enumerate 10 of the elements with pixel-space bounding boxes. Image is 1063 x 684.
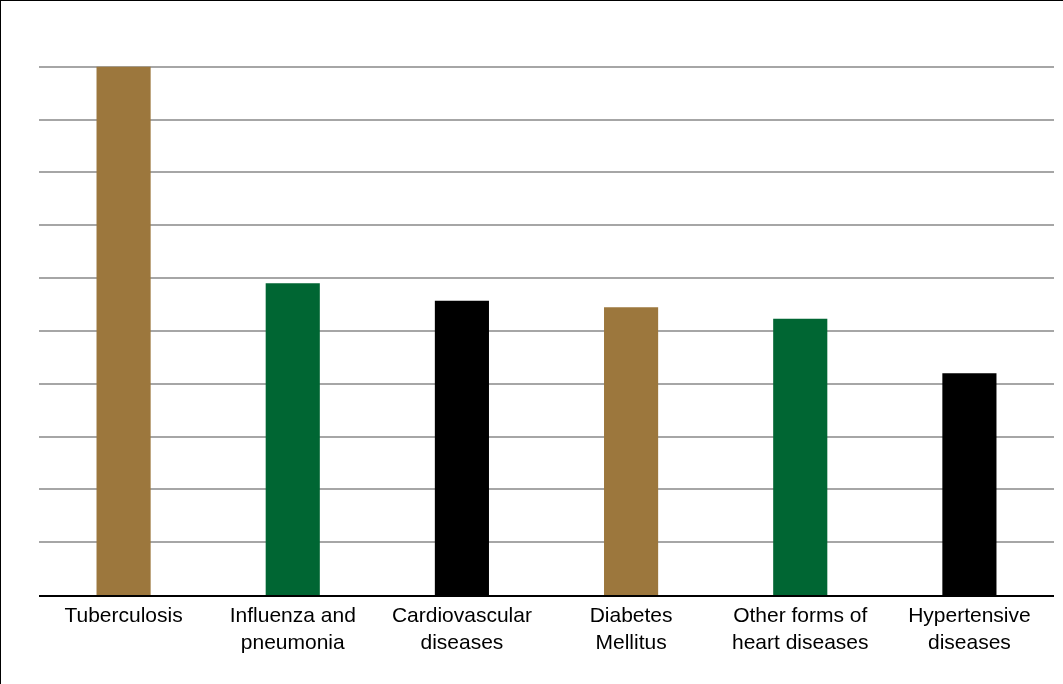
bar (265, 283, 320, 595)
x-tick-label: Hypertensive diseases (908, 602, 1031, 653)
bar (773, 318, 828, 595)
x-tick-label: Diabetes Mellitus (589, 602, 673, 653)
x-tick-label: Cardiovascular diseases (391, 602, 532, 653)
x-tick-label: Influenza and pneumonia (229, 602, 356, 653)
bar (96, 66, 151, 595)
x-tick-label: Tuberculosis (64, 602, 183, 626)
x-tick-label: Other forms of heart diseases (731, 602, 869, 653)
bar (604, 307, 659, 595)
